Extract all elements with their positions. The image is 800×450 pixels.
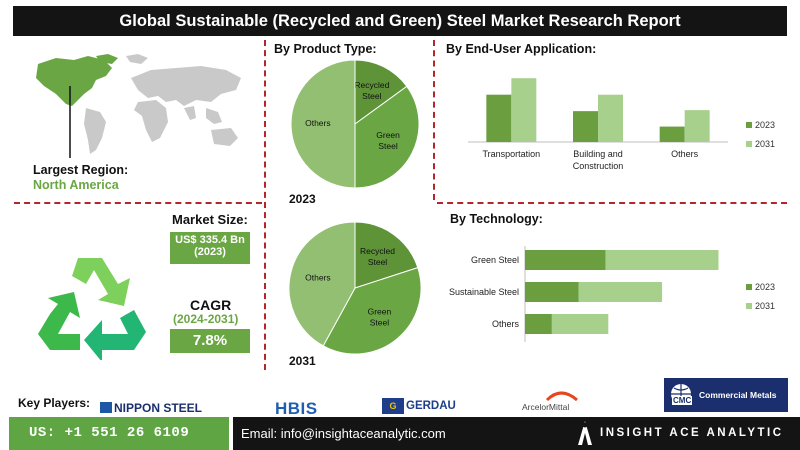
- pie-label-green-steel: Green Steel: [368, 307, 392, 328]
- end-user-bar-chart: Transportation Building and Construction Ot…: [468, 78, 775, 171]
- market-size-year: (2023): [194, 246, 226, 258]
- arcelormittal-swoosh-icon: [545, 391, 578, 402]
- footer-phone[interactable]: US: +1 551 26 6109: [9, 417, 229, 450]
- bar-building-and-construction-2031: [598, 94, 623, 142]
- insight-ace-logo-icon: [578, 421, 592, 445]
- y-tick-green-steel: Green Steel: [471, 255, 519, 265]
- legend-label-2023: 2023: [755, 120, 775, 130]
- market-size-value: US$ 335.4 Bn: [175, 234, 245, 246]
- cagr-period: (2024-2031): [173, 312, 239, 326]
- bar-others-2031: [551, 314, 609, 334]
- bar-green-steel-2031: [605, 250, 719, 270]
- bar-transportation-2023: [486, 94, 512, 142]
- bar-green-steel-2023: [525, 250, 606, 270]
- logo-commercial-metals: CMC Commercial Metals: [664, 378, 788, 412]
- pie-label-others: Others: [305, 118, 331, 128]
- legend-swatch-2031: [746, 141, 752, 147]
- pie-slice-recycled-steel: [354, 221, 419, 289]
- divider-left: [264, 40, 266, 370]
- cagr-label: CAGR: [190, 297, 232, 313]
- bar-others-2031: [684, 110, 710, 142]
- pie-label-green-steel: Green Steel: [376, 130, 400, 151]
- legend-swatch-2023: [746, 122, 752, 128]
- bar-sustainable-steel-2023: [525, 282, 579, 302]
- largest-region-label: Largest Region:: [33, 163, 129, 177]
- legend-label-2031: 2031: [755, 139, 775, 149]
- pie-slice-others: [290, 59, 356, 189]
- cagr-value: 7.8%: [170, 329, 250, 353]
- recycle-icon: [38, 258, 146, 360]
- cmc-mark: CMC: [672, 396, 693, 405]
- logo-arcelormittal: ArcelorMittal: [522, 402, 570, 412]
- pie-slice-others: [288, 221, 356, 347]
- legend-swatch-2023: [746, 284, 752, 290]
- section-product-type: By Product Type:: [274, 42, 377, 56]
- bar-sustainable-steel-2031: [578, 282, 663, 302]
- legend-label-2031: 2031: [755, 301, 775, 311]
- world-map-icon: [36, 54, 241, 158]
- technology-bar-chart: Green Steel Sustainable Steel Others 2023 20…: [449, 246, 775, 342]
- gerdau-text: GERDAU: [406, 400, 456, 412]
- y-tick-sustainable-steel: Sustainable Steel: [449, 287, 519, 297]
- y-tick-others: Others: [492, 319, 520, 329]
- divider-tech: [437, 202, 787, 204]
- pie-slice-recycled-steel: [354, 59, 408, 125]
- key-players-label: Key Players:: [18, 396, 91, 410]
- commercial-metals-text: Commercial Metals: [699, 390, 777, 400]
- pie-chart-2031: Recycled Steel Green Steel Others: [288, 221, 422, 355]
- legend-label-2023: 2023: [755, 282, 775, 292]
- bar-others-2023: [525, 314, 552, 334]
- section-technology: By Technology:: [450, 212, 543, 226]
- section-end-user: By End-User Application:: [446, 42, 597, 56]
- logo-nippon-steel: NIPPON STEEL: [100, 401, 202, 415]
- largest-region-value: North America: [33, 178, 119, 192]
- footer-email[interactable]: Email: info@insightaceanalytic.com: [233, 417, 800, 450]
- divider-region: [14, 202, 262, 204]
- nippon-steel-mark-icon: [100, 402, 112, 413]
- x-tick-transportation: Transportation: [482, 149, 540, 159]
- bar-transportation-2031: [511, 78, 537, 142]
- logo-gerdau: G GERDAU: [382, 398, 456, 414]
- pie-label-recycled-steel: Recycled Steel: [360, 246, 395, 267]
- pie-slice-green-steel: [322, 266, 422, 355]
- x-tick-building-and-construction: Building and Construction: [573, 149, 624, 171]
- logo-hbis: HBIS: [275, 399, 318, 418]
- legend-swatch-2031: [746, 303, 752, 309]
- pie-2031-caption: 2031: [289, 354, 316, 368]
- pie-label-others: Others: [305, 273, 331, 283]
- report-title: Global Sustainable (Recycled and Green) …: [13, 6, 787, 36]
- pie-chart-2023: Recycled Steel Green Steel Others: [290, 59, 420, 189]
- pie-2023-caption: 2023: [289, 192, 316, 206]
- gerdau-mark-icon: G: [382, 398, 404, 414]
- market-size-label: Market Size:: [172, 212, 248, 227]
- bar-building-and-construction-2023: [573, 111, 598, 142]
- market-size-box: US$ 335.4 Bn (2023): [170, 232, 250, 264]
- pie-slice-green-steel: [354, 85, 420, 189]
- nippon-steel-text: NIPPON STEEL: [114, 401, 203, 415]
- divider-right: [433, 40, 435, 200]
- footer-brand: INSIGHT ACE ANALYTIC: [600, 427, 784, 439]
- pie-label-recycled-steel: Recycled Steel: [354, 80, 389, 101]
- bar-others-2023: [659, 126, 685, 142]
- x-tick-others: Others: [671, 149, 699, 159]
